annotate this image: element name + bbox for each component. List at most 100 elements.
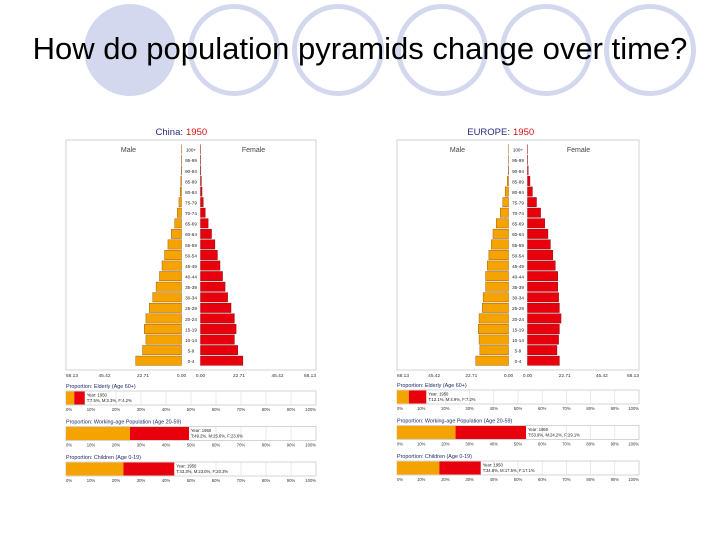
age-group-label: 70-74 — [512, 211, 524, 216]
x-tick-label: 22.71 — [233, 373, 245, 379]
proportion-tick-label: 90% — [287, 478, 296, 483]
male-bar-45-49 — [487, 260, 509, 271]
male-bar-10-14 — [145, 334, 182, 345]
proportion-tick-label: 40% — [162, 478, 171, 483]
age-group-label: 15-19 — [185, 327, 197, 332]
proportion-title: Proportion: Children (Age 0-19) — [66, 455, 141, 461]
europe-1950-panel: EUROPE: 1950 Male Female 100+ 95-99 90-94 85-89… — [396, 127, 640, 482]
male-bar-25-29 — [482, 302, 509, 313]
male-bar-50-54 — [488, 250, 509, 260]
male-bar-85-89 — [506, 176, 509, 186]
age-group-label: 15-19 — [512, 327, 524, 332]
proportion-year-label: Year: 1950 — [528, 427, 549, 432]
age-group-label: 80-84 — [185, 190, 197, 195]
proportion-tick-label: 20% — [441, 477, 450, 482]
female-bar-15-19 — [527, 324, 560, 334]
male-bar-70-74 — [177, 207, 182, 218]
proportion-tick-label: 50% — [514, 477, 523, 482]
male-bar-10-14 — [478, 334, 509, 345]
proportion-tick-label: 30% — [465, 442, 474, 447]
female-bar-35-39 — [527, 281, 558, 292]
age-group-label: 55-59 — [185, 243, 197, 248]
male-bar-30-34 — [152, 292, 182, 303]
proportion-tick-label: 10% — [87, 478, 96, 483]
proportion-tick-label: 100% — [305, 443, 316, 448]
proportion-tick-label: 0% — [397, 477, 403, 482]
female-bar-30-34 — [200, 292, 228, 303]
proportion-tick-label: 10% — [87, 443, 96, 448]
male-bar-40-44 — [485, 271, 509, 282]
age-group-label: 85-89 — [185, 179, 197, 184]
age-group-label: 100+ — [186, 148, 197, 153]
x-tick-label: 22.71 — [559, 373, 571, 379]
proportion-tick-label: 30% — [137, 443, 146, 448]
proportion-tick-label: 30% — [137, 478, 146, 483]
age-group-label: 35-39 — [185, 285, 197, 290]
female-bar-40-44 — [200, 271, 223, 282]
decor-circle-2 — [188, 4, 280, 96]
male-bar-85-89 — [180, 176, 182, 186]
proportion-tick-label: 70% — [237, 443, 246, 448]
female-label: Female — [567, 147, 590, 154]
x-tick-label: 68.13 — [66, 373, 78, 379]
male-bar-35-39 — [485, 281, 509, 292]
proportion-tick-label: 100% — [305, 478, 316, 483]
proportion-title: Proportion: Working-age Population (Age … — [66, 420, 181, 426]
pyramid-frame — [396, 139, 640, 371]
male-bar-15-19 — [478, 324, 509, 334]
age-group-label: 95-99 — [185, 158, 197, 163]
proportion-female-bar — [408, 390, 427, 404]
proportion-tick-label: 10% — [87, 407, 96, 412]
female-bar-20-24 — [527, 313, 562, 324]
proportion-tick-label: 20% — [112, 478, 121, 483]
female-bar-5-9 — [200, 345, 238, 356]
proportion-year-label: Year: 1950 — [483, 463, 504, 468]
male-bar-50-54 — [164, 250, 182, 260]
proportion-tick-label: 0% — [66, 478, 72, 483]
proportion-year-label: Year: 1950 — [176, 464, 197, 469]
age-group-label: 10-14 — [512, 338, 524, 343]
decor-circle-5 — [500, 4, 592, 96]
x-tick-label: 0.00 — [196, 373, 206, 379]
male-bar-60-64 — [171, 228, 182, 239]
x-tick-label: 68.13 — [397, 373, 409, 379]
proportion-female-bar — [130, 427, 189, 440]
proportion-title: Proportion: Children (Age 0-19) — [397, 454, 472, 460]
decor-circle-4 — [396, 4, 488, 96]
proportion-tick-label: 10% — [417, 442, 426, 447]
x-tick-label: 0.00 — [177, 373, 187, 379]
female-bar-85-89 — [200, 176, 202, 186]
female-bar-5-9 — [527, 345, 558, 356]
proportion-tick-label: 60% — [212, 407, 221, 412]
proportion-tick-label: 50% — [187, 478, 196, 483]
proportion-tick-label: 100% — [628, 442, 639, 447]
x-tick-label: 45.42 — [596, 373, 608, 379]
proportion-tick-label: 70% — [562, 477, 571, 482]
pyramid-year-title: 1950 — [513, 127, 534, 138]
female-bar-85-89 — [527, 176, 531, 186]
female-bar-55-59 — [527, 239, 551, 250]
x-tick-label: 68.13 — [304, 373, 316, 379]
proportion-title: Proportion: Working-age Population (Age … — [397, 419, 512, 425]
female-bar-80-84 — [527, 186, 533, 197]
x-tick-label: 0.00 — [523, 373, 533, 379]
female-bar-25-29 — [527, 302, 560, 313]
proportion-title: Proportion: Elderly (Age 60+) — [397, 383, 467, 389]
proportion-female-bar — [455, 426, 526, 439]
proportion-tick-label: 70% — [237, 478, 246, 483]
proportion-values-label: T:7.5%, M:3.3%, F:4.2% — [87, 398, 132, 403]
proportion-tick-label: 50% — [187, 443, 196, 448]
proportion-female-bar — [439, 461, 481, 475]
proportion-values-label: T:43.3%, M:23.0%, F:20.3% — [176, 469, 228, 474]
male-bar-5-9 — [142, 345, 182, 356]
female-bar-55-59 — [200, 239, 216, 250]
proportion-tick-label: 90% — [287, 407, 296, 412]
x-tick-label: 45.42 — [98, 373, 110, 379]
pyramid-region-title: EUROPE: — [467, 127, 510, 138]
proportion-year-label: Year: 1950 — [191, 428, 212, 433]
slide-title: How do population pyramids change over t… — [32, 31, 688, 66]
male-bar-5-9 — [479, 345, 509, 356]
proportion-tick-label: 60% — [212, 443, 221, 448]
proportion-tick-label: 0% — [397, 406, 403, 411]
age-group-label: 45-49 — [185, 264, 197, 269]
